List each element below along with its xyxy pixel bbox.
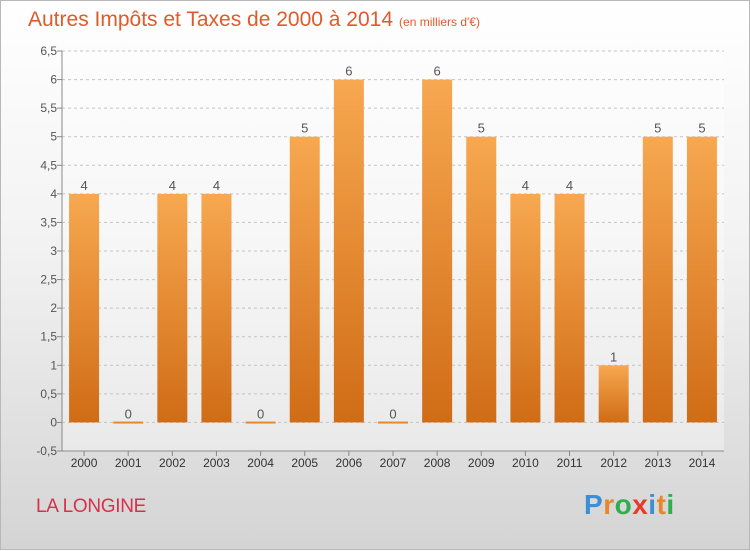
logo-letter: i [666,489,675,520]
x-tick-label: 2001 [115,456,142,470]
bar [333,79,364,423]
bar-value-label: 4 [169,178,176,193]
bar-value-label: 5 [301,121,308,136]
chart-subtitle: (en milliers d'€) [399,15,481,29]
x-tick-label: 2005 [291,456,318,470]
bar-value-label: 4 [522,178,529,193]
x-tick-label: 2006 [336,456,363,470]
y-tick-label: 2,5 [40,273,57,287]
place-name: LA LONGINE [36,496,146,517]
bar-value-label: 4 [566,178,573,193]
x-tick-label: 2014 [689,456,716,470]
bar [201,193,232,423]
y-tick-label: 6 [50,73,57,87]
y-tick-label: 0,5 [40,387,57,401]
bar-value-label: 4 [80,178,87,193]
bar [157,193,188,423]
bar-value-label: 6 [345,64,352,79]
proxiti-logo: Proxiti [584,489,675,521]
bar [686,136,717,423]
x-tick-label: 2004 [247,456,274,470]
bar [289,136,320,423]
y-tick-label: 5,5 [40,101,57,115]
bar-value-label: 5 [478,121,485,136]
bar-value-label: 0 [389,406,396,421]
logo-letter: o [614,489,633,520]
bar [466,136,497,423]
y-tick-label: 1 [50,358,57,372]
y-tick-label: 2 [50,301,57,315]
bar-value-label: 0 [125,406,132,421]
bar [113,421,144,424]
y-tick-label: 1,5 [40,330,57,344]
x-tick-label: 2011 [557,456,583,470]
bar-value-label: 1 [610,349,617,364]
chart-title-text: Autres Impôts et Taxes de 2000 à 2014 [28,8,394,31]
logo-letter: t [656,489,667,520]
y-tick-label: 4,5 [40,158,57,172]
chart-title: Autres Impôts et Taxes de 2000 à 2014 (en… [28,8,480,32]
y-tick-label: 3,5 [40,215,57,229]
logo-letter: i [648,489,657,520]
bar [245,421,276,424]
bar [642,136,673,423]
logo-letter: r [603,489,615,520]
bar-value-label: 5 [698,121,705,136]
y-tick-label: -0,5 [36,444,57,458]
bar-value-label: 4 [213,178,220,193]
x-tick-label: 2003 [203,456,230,470]
x-tick-label: 2002 [159,456,186,470]
bar [69,193,100,423]
y-tick-label: 4 [50,187,57,201]
bar-value-label: 6 [434,64,441,79]
bar [510,193,541,423]
x-tick-label: 2007 [380,456,407,470]
bar-value-label: 5 [654,121,661,136]
x-tick-label: 2008 [424,456,451,470]
bar [378,421,408,424]
bar-value-label: 0 [257,406,264,421]
logo-letter: x [632,489,649,520]
bar [422,79,453,423]
x-tick-label: 2010 [512,456,539,470]
y-tick-label: 0 [50,415,57,429]
x-tick-label: 2000 [71,456,98,470]
x-tick-label: 2012 [600,456,627,470]
bar [554,193,585,423]
y-tick-label: 3 [50,244,57,258]
bar [598,365,629,423]
y-tick-label: 5 [50,130,57,144]
x-tick-label: 2013 [644,456,671,470]
x-tick-label: 2009 [468,456,495,470]
y-tick-label: 6,5 [40,44,57,58]
logo-letter: P [584,489,604,520]
